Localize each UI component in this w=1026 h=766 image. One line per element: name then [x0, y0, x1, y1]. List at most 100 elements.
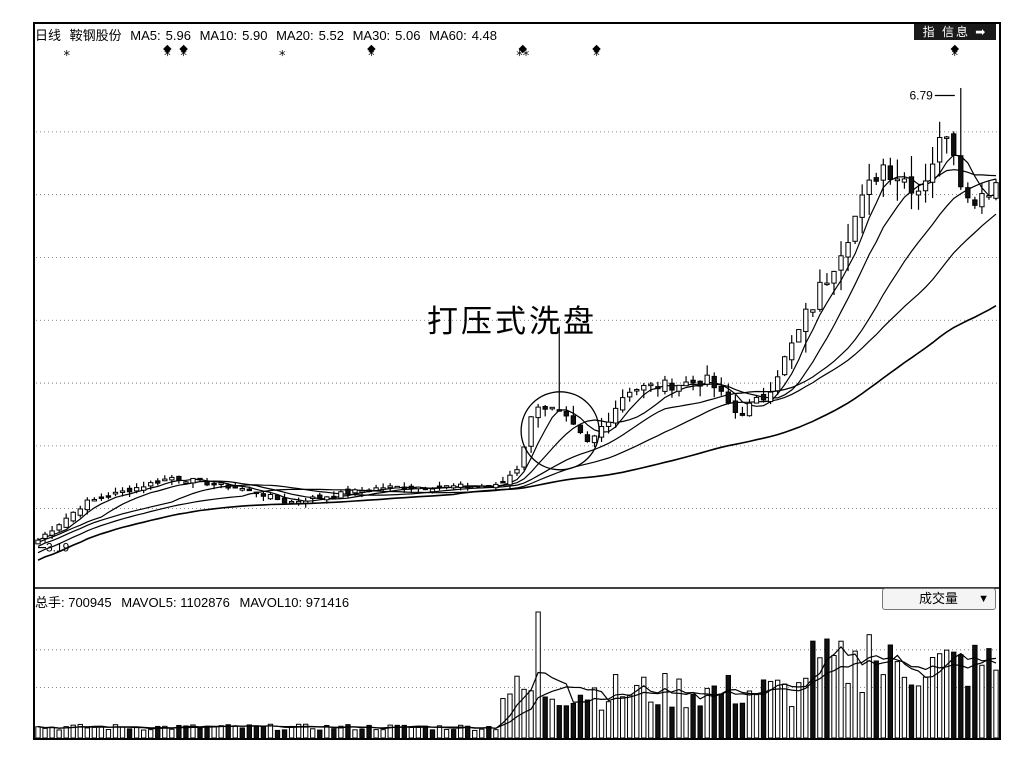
candle-up — [549, 406, 555, 410]
candle-up — [641, 384, 647, 391]
volume-bar-up — [295, 723, 302, 739]
candle-up — [627, 391, 633, 398]
volume-bar-down — [465, 725, 471, 739]
volume-bar-down — [246, 724, 252, 739]
volume-bar-up — [408, 726, 415, 739]
mavol10-value: MAVOL10: 971416 — [239, 595, 350, 610]
volume-bar-up — [852, 650, 858, 739]
volume-bar-down — [951, 651, 957, 739]
volume-bar-up — [218, 725, 224, 739]
candle-up — [676, 384, 682, 392]
ma20-value: 5.52 — [318, 28, 344, 43]
candle-up — [528, 416, 534, 447]
candle-up — [845, 242, 851, 258]
volume-bar-up — [91, 726, 98, 739]
candle-down — [486, 484, 492, 488]
volume-bar-up — [817, 657, 823, 739]
candle-up — [450, 485, 457, 489]
candle-down — [281, 497, 288, 504]
stock-name: 鞍钢股份 — [69, 28, 122, 43]
candle-down — [331, 495, 337, 499]
candle-up — [817, 281, 823, 310]
candle-up — [63, 517, 69, 528]
triangle-down-icon: ▼ — [978, 593, 989, 605]
volume-bar-up — [704, 687, 710, 739]
volume-bar-down — [281, 729, 288, 739]
candle-up — [443, 485, 450, 488]
candle-down — [965, 187, 971, 199]
candle-down — [887, 165, 894, 181]
volume-bar-up — [338, 725, 344, 739]
volume-bar-up — [859, 691, 865, 739]
candle-up — [352, 489, 358, 494]
volume-bar-down — [986, 648, 992, 739]
candle-up — [169, 476, 175, 481]
volume-bar-up — [634, 684, 640, 739]
candle-up — [514, 469, 520, 474]
candle-up — [852, 215, 858, 242]
mavol10-line — [37, 655, 997, 729]
volume-bar-up — [627, 694, 633, 739]
volume-bar-up — [380, 729, 386, 739]
candle-up — [77, 508, 83, 516]
candle-up — [415, 486, 422, 490]
candle-up — [929, 163, 936, 183]
ma60-value: 4.48 — [471, 28, 497, 43]
candle-up — [380, 487, 386, 490]
volume-bar-up — [894, 661, 901, 739]
volume-bar-up — [767, 680, 774, 739]
candle-down — [739, 412, 746, 416]
volume-bar-up — [641, 676, 647, 739]
volume-bar-up — [310, 728, 316, 739]
candle-down — [197, 477, 203, 481]
candle-down — [105, 495, 112, 498]
candle-up — [133, 487, 140, 492]
candle-up — [162, 478, 168, 482]
candle-up — [746, 402, 753, 417]
volume-bar-up — [936, 653, 943, 739]
volume-bar-up — [753, 694, 760, 739]
volume-bar-up — [352, 729, 358, 739]
volume-bar-up — [119, 726, 126, 739]
candle-up — [373, 487, 379, 491]
volume-bar-down — [225, 724, 231, 739]
candle-down — [436, 485, 443, 489]
volume-bar-up — [436, 725, 443, 739]
candle-down — [246, 488, 252, 492]
candle-up — [605, 421, 612, 427]
info-button[interactable]: 指 信息 ➡ — [914, 24, 996, 40]
volume-bar-down — [359, 728, 365, 739]
candle-up — [782, 356, 788, 376]
volume-bar-up — [549, 698, 555, 739]
volume-bar-up — [838, 640, 844, 739]
volume-bar-down — [965, 685, 971, 739]
volume-bar-down — [450, 729, 457, 739]
ma20-line — [37, 178, 997, 547]
volume-bar-down — [908, 684, 915, 739]
volume-bar-up — [803, 677, 809, 739]
indicator-select[interactable]: 成交量 ▼ — [882, 588, 996, 610]
candle-down — [732, 400, 739, 413]
candle-down — [126, 487, 133, 493]
volume-bar-down — [655, 704, 661, 739]
volume-bar-down — [887, 644, 894, 739]
volume-bar-up — [993, 669, 999, 739]
candle-down — [958, 155, 964, 188]
candle-up — [84, 499, 90, 511]
candle-down — [345, 488, 351, 495]
candle-up — [774, 376, 781, 392]
volume-bar-down — [577, 694, 584, 739]
volume-bar-up — [612, 674, 619, 739]
diamond-icon — [163, 44, 172, 54]
mavol5-value: MAVOL5: 1102876 — [121, 595, 230, 610]
volume-bar-down — [345, 724, 351, 739]
ma60-label: MA60: — [429, 28, 467, 43]
candle-up — [880, 164, 886, 181]
candle-up — [35, 539, 41, 545]
volume-bar-up — [303, 723, 309, 739]
candle-up — [648, 383, 654, 387]
volume-bar-up — [387, 724, 393, 739]
candle-up — [612, 407, 619, 424]
candle-up — [112, 491, 119, 495]
